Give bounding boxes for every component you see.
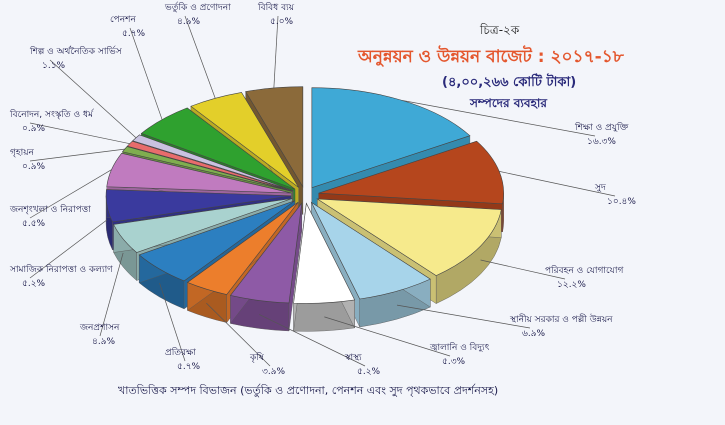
slice-13-label: শিল্প ও অর্থনৈতিক সার্ভিস xyxy=(29,46,123,57)
slice-14-value: ৫.৭% xyxy=(122,29,146,39)
slice-4-value: ৫.৩% xyxy=(442,357,466,367)
slice-15-leader xyxy=(184,15,216,99)
slice-labels: শিক্ষা ও প্রযুক্তি ১৬.৩% সুদ১০.৪% পরিবহন ও … xyxy=(9,2,636,377)
slice-6-label: কৃষি xyxy=(249,352,265,363)
slice-7-leader xyxy=(159,282,186,362)
slice-3-label: স্থানীয় সরকার ও পল্লী উন্নয়ন xyxy=(509,313,613,325)
slice-6-value: ৩.৯% xyxy=(262,367,286,377)
slice-14 xyxy=(140,107,296,190)
slice-9-leader xyxy=(29,219,108,279)
slice-9-value: ৫.২% xyxy=(22,279,46,289)
slice-2-value: ১২.২% xyxy=(557,280,586,290)
slice-10-value: ৫.৫% xyxy=(22,219,46,229)
slice-1-label: সুদ xyxy=(594,183,606,193)
slice-5-value: ৫.২% xyxy=(357,367,381,377)
slice-8-leader xyxy=(99,252,124,337)
slice-0 xyxy=(311,87,471,189)
chart-subtitle-2: সম্পদের ব্যবহার xyxy=(469,96,547,110)
slice-1 xyxy=(318,140,504,205)
slice-16-leader xyxy=(273,15,279,88)
slice-5-leader xyxy=(258,314,366,367)
slice-11-leader xyxy=(29,148,125,162)
slice-1-value: ১০.৪% xyxy=(607,197,636,207)
slice-3 xyxy=(310,201,431,300)
slice-10-leader xyxy=(29,169,112,219)
slice-3-value: ৬.৯% xyxy=(522,329,546,339)
slice-14-label: পেনশন xyxy=(110,15,136,25)
slice-2-leader xyxy=(480,259,566,280)
slice-0-leader xyxy=(402,100,596,137)
slice-13-leader xyxy=(49,59,137,139)
figure-number: চিত্র-২ক xyxy=(479,23,520,37)
slice-7-value: ৫.৭% xyxy=(177,362,201,372)
slice-4-leader xyxy=(324,316,451,357)
chart-title: অনুন্নয়ন ও উন্নয়ন বাজেট : ২০১৭-১৮ xyxy=(357,45,625,67)
slice-4-label: জ্বালানি ও বিদ্যুৎ xyxy=(429,342,490,353)
slice-7 xyxy=(138,200,295,282)
slice-13-value: ১.১% xyxy=(42,61,66,71)
slice-8 xyxy=(113,198,293,253)
slice-12-label: বিনোদন, সংস্কৃতি ও ধর্ম xyxy=(9,109,94,120)
pie-slice-tops xyxy=(105,86,504,304)
slice-9-label: সামাজিক নিরাপত্তা ও কল্যাণ xyxy=(9,264,113,275)
chart-caption: খাতভিত্তিক সম্পদ বিভাজন (ভর্তুকি ও প্রণো… xyxy=(118,384,498,397)
slice-15-value: ৪.৯% xyxy=(177,17,201,27)
slice-7-label: প্রতিরক্ষা xyxy=(165,347,196,358)
slice-16-value: ৫.০% xyxy=(270,17,294,27)
slice-11-value: ০.৯% xyxy=(22,162,46,172)
slice-14-leader xyxy=(129,27,163,120)
slice-11-label: গৃহায়ন xyxy=(10,148,35,158)
slice-5-label: স্বাস্থ্য xyxy=(344,353,362,363)
slice-0-label: শিক্ষা ও প্রযুক্তি xyxy=(574,122,629,133)
slice-15-label: ভর্তুকি ও প্রণোদনা xyxy=(164,2,231,13)
slice-4 xyxy=(293,202,356,304)
slice-10-label: জনশৃংখলা ও নিরাপত্তা xyxy=(9,204,91,215)
chart-subtitle: (৪,০০,২৬৬ কোটি টাকা) xyxy=(442,73,576,90)
slice-8-value: ৪.৯% xyxy=(92,337,116,347)
slice-5 xyxy=(229,202,303,304)
leader-lines xyxy=(29,15,616,367)
slice-0-value: ১৬.৩% xyxy=(587,137,616,147)
slice-3-leader xyxy=(396,304,531,329)
slice-16 xyxy=(245,86,304,188)
slice-12-leader xyxy=(29,122,130,145)
slice-12-value: ০.৯% xyxy=(22,124,46,134)
slice-2 xyxy=(316,198,502,276)
slice-6-leader xyxy=(206,302,271,367)
slice-2-label: পরিবহন ও যোগাযোগ xyxy=(545,265,624,276)
slice-12 xyxy=(126,140,293,192)
slice-16-label: বিবিধ ব্যয় xyxy=(257,2,295,13)
slice-9 xyxy=(105,189,292,223)
slice-6 xyxy=(186,202,299,295)
slice-8-label: জনপ্রশাসন xyxy=(79,323,120,333)
slice-1-leader xyxy=(499,171,616,197)
slice-13 xyxy=(132,134,294,191)
